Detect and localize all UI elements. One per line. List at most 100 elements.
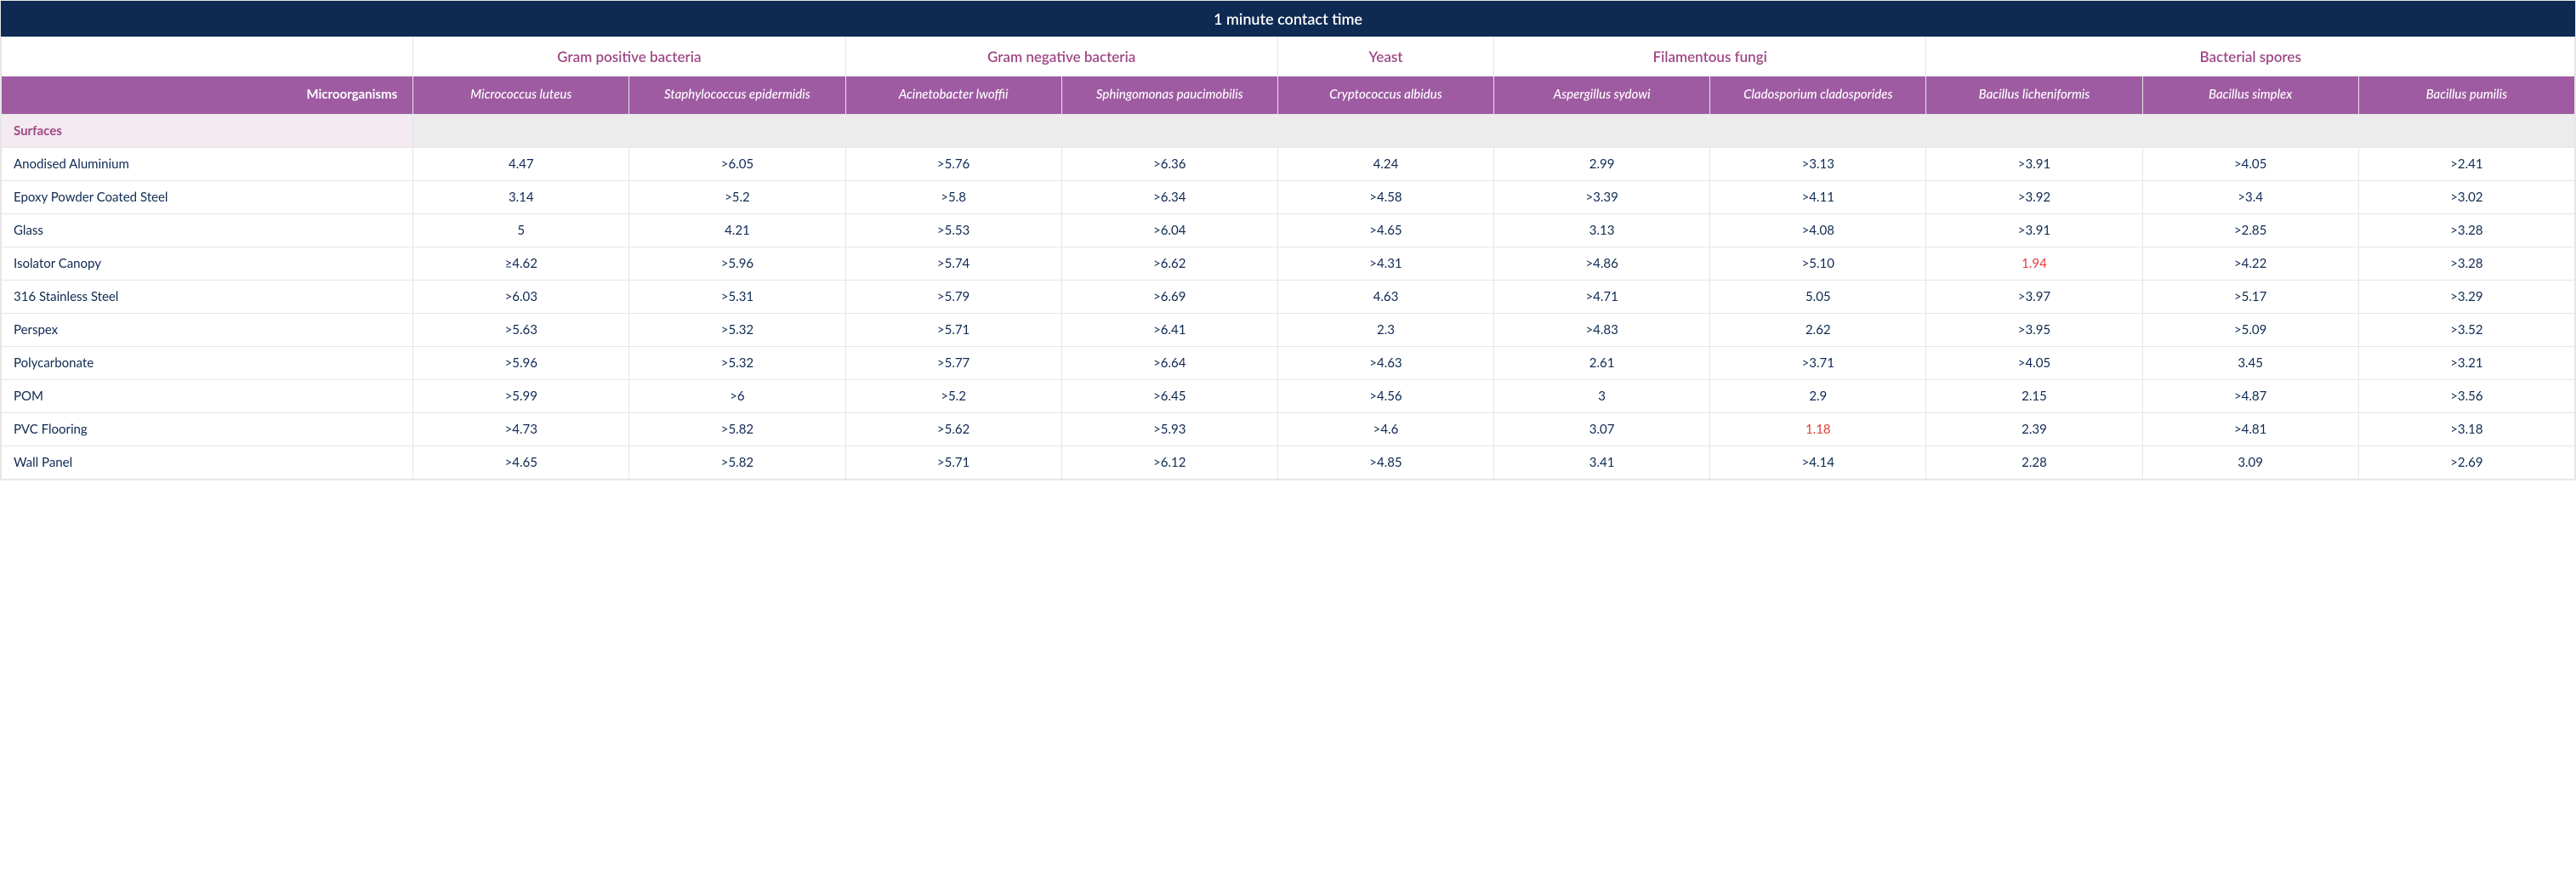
data-cell: >5.63 [413,313,629,346]
table-row: Anodised Aluminium4.47>6.05>5.76>6.364.2… [2,147,2575,180]
species-header: Bacillus licheniformis [1926,77,2142,115]
surface-name-cell: Polycarbonate [2,346,413,379]
data-cell: >3.28 [2358,213,2574,247]
data-cell: >5.74 [845,247,1061,280]
data-cell: >4.56 [1277,379,1493,412]
species-header: Sphingomonas paucimobilis [1061,77,1277,115]
data-cell: >6.36 [1061,147,1277,180]
surface-name-cell: POM [2,379,413,412]
row-header-label: Microorganisms [2,77,413,115]
data-cell: >6.69 [1061,280,1277,313]
data-cell: 2.39 [1926,412,2142,446]
surface-name-cell: Epoxy Powder Coated Steel [2,180,413,213]
species-header: Acinetobacter lwoffii [845,77,1061,115]
data-cell: >4.65 [1277,213,1493,247]
data-cell: >5.17 [2142,280,2358,313]
data-cell: 4.21 [629,213,845,247]
data-cell: ≥4.62 [413,247,629,280]
species-header: Cladosporium cladosporides [1710,77,1926,115]
data-cell: 2.15 [1926,379,2142,412]
data-cell: >5.8 [845,180,1061,213]
data-cell: >4.73 [413,412,629,446]
data-cell: >5.31 [629,280,845,313]
contact-time-table: 1 minute contact time Gram positive bact… [0,0,2576,480]
data-cell: >3.28 [2358,247,2574,280]
blank-header [2,37,413,77]
species-header: Staphylococcus epidermidis [629,77,845,115]
category-header: Bacterial spores [1926,37,2575,77]
data-cell: >6.41 [1061,313,1277,346]
data-cell: >4.08 [1710,213,1926,247]
data-cell: >6.12 [1061,446,1277,479]
table-row: Wall Panel>4.65>5.82>5.71>6.12>4.853.41>… [2,446,2575,479]
data-cell: 2.61 [1494,346,1710,379]
data-cell: >5.62 [845,412,1061,446]
data-cell: >3.4 [2142,180,2358,213]
data-cell: >3.97 [1926,280,2142,313]
table-row: 316 Stainless Steel>6.03>5.31>5.79>6.694… [2,280,2575,313]
data-cell: >4.05 [2142,147,2358,180]
data-table: Gram positive bacteriaGram negative bact… [1,37,2575,480]
data-cell: 3.13 [1494,213,1710,247]
category-header: Yeast [1277,37,1493,77]
data-cell: >5.79 [845,280,1061,313]
data-cell: 4.24 [1277,147,1493,180]
data-cell: >5.2 [845,379,1061,412]
data-cell: >5.32 [629,346,845,379]
table-row: Glass54.21>5.53>6.04>4.653.13>4.08>3.91>… [2,213,2575,247]
surface-name-cell: PVC Flooring [2,412,413,446]
data-cell: >4.81 [2142,412,2358,446]
data-cell: 3 [1494,379,1710,412]
category-header-row: Gram positive bacteriaGram negative bact… [2,37,2575,77]
data-cell: >4.22 [2142,247,2358,280]
data-cell: >5.71 [845,313,1061,346]
data-cell: >3.91 [1926,213,2142,247]
data-cell: >5.10 [1710,247,1926,280]
data-cell: >6.34 [1061,180,1277,213]
data-cell: >4.6 [1277,412,1493,446]
data-cell: 1.18 [1710,412,1926,446]
data-cell: 2.99 [1494,147,1710,180]
category-header: Gram positive bacteria [413,37,845,77]
data-cell: >2.41 [2358,147,2574,180]
species-header: Bacillus pumilis [2358,77,2574,115]
data-cell: >5.77 [845,346,1061,379]
data-cell: >4.87 [2142,379,2358,412]
species-header: Bacillus simplex [2142,77,2358,115]
species-header-row: Microorganisms Micrococcus luteusStaphyl… [2,77,2575,115]
category-header: Gram negative bacteria [845,37,1277,77]
surface-name-cell: Isolator Canopy [2,247,413,280]
data-cell: 3.09 [2142,446,2358,479]
table-row: Epoxy Powder Coated Steel3.14>5.2>5.8>6.… [2,180,2575,213]
table-row: Isolator Canopy≥4.62>5.96>5.74>6.62>4.31… [2,247,2575,280]
data-cell: >4.86 [1494,247,1710,280]
surface-name-cell: Glass [2,213,413,247]
data-cell: >5.93 [1061,412,1277,446]
data-cell: >5.32 [629,313,845,346]
data-cell: >3.13 [1710,147,1926,180]
surface-name-cell: Anodised Aluminium [2,147,413,180]
data-cell: >3.95 [1926,313,2142,346]
data-cell: >6.03 [413,280,629,313]
table-row: Polycarbonate>5.96>5.32>5.77>6.64>4.632.… [2,346,2575,379]
surface-name-cell: Wall Panel [2,446,413,479]
data-cell: >4.31 [1277,247,1493,280]
data-cell: >3.02 [2358,180,2574,213]
data-cell: 3.14 [413,180,629,213]
data-cell: 2.62 [1710,313,1926,346]
data-cell: >6.62 [1061,247,1277,280]
data-cell: >6 [629,379,845,412]
data-cell: 1.94 [1926,247,2142,280]
surfaces-section-row: Surfaces [2,114,2575,147]
species-header: Cryptococcus albidus [1277,77,1493,115]
data-cell: >5.82 [629,446,845,479]
data-cell: 3.45 [2142,346,2358,379]
data-cell: 4.63 [1277,280,1493,313]
table-row: Perspex>5.63>5.32>5.71>6.412.3>4.832.62>… [2,313,2575,346]
data-cell: >6.04 [1061,213,1277,247]
data-cell: >4.58 [1277,180,1493,213]
data-cell: >5.53 [845,213,1061,247]
table-body: Surfaces Anodised Aluminium4.47>6.05>5.7… [2,114,2575,479]
data-cell: >4.85 [1277,446,1493,479]
data-cell: >4.65 [413,446,629,479]
